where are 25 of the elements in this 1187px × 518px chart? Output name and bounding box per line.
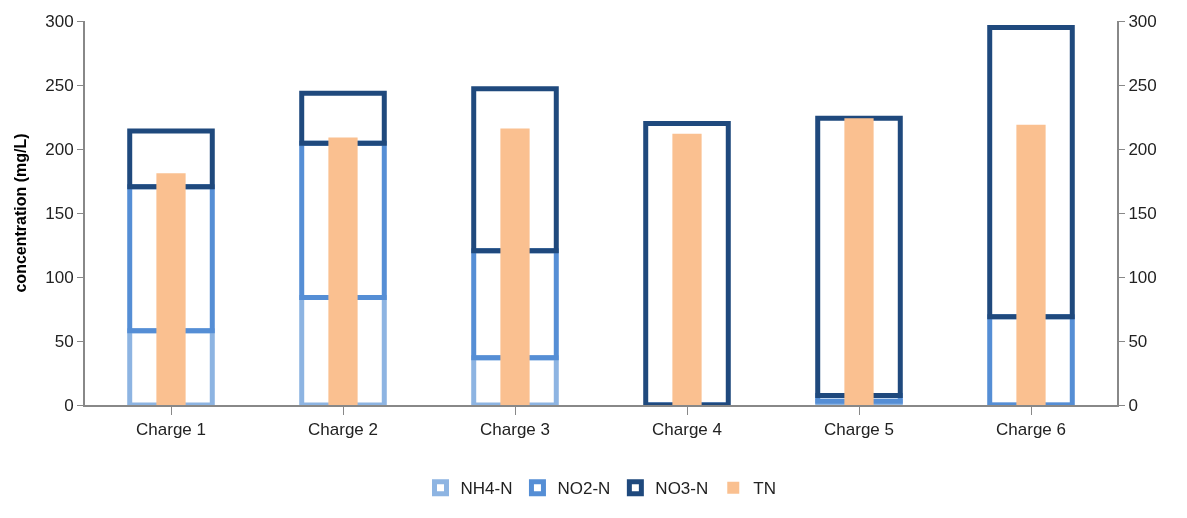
legend-label: NO3-N	[655, 479, 709, 499]
x-tick-label: Charge 6	[996, 420, 1066, 440]
y-axis-title: concentration (mg/L)	[11, 133, 29, 293]
y2-tick-label: 50	[1128, 331, 1148, 351]
x-tick-label: Charge 2	[308, 420, 378, 440]
y-tick-label: 200	[45, 139, 74, 159]
y2-tick-label: 0	[1128, 395, 1138, 415]
y2-tick-label: 100	[1128, 267, 1157, 287]
x-tick-label: Charge 1	[136, 420, 206, 440]
y2-tick-label: 200	[1128, 139, 1157, 159]
y-tick-label: 50	[54, 331, 74, 351]
legend-label: NH4-N	[460, 479, 513, 499]
y-tick-label: 250	[45, 75, 74, 95]
x-tick-label: Charge 4	[652, 420, 722, 440]
legend-label: TN	[753, 479, 776, 499]
y-tick-label: 150	[45, 203, 74, 223]
y2-tick-label: 250	[1128, 75, 1157, 95]
legend-label: NO2-N	[557, 479, 611, 499]
y2-tick-label: 300	[1128, 11, 1157, 31]
x-tick-label: Charge 5	[824, 420, 894, 440]
y-tick-label: 100	[45, 267, 74, 287]
y-tick-label: 0	[64, 395, 74, 415]
y-tick-label: 300	[45, 11, 74, 31]
x-tick-label: Charge 3	[480, 420, 550, 440]
y2-tick-label: 150	[1128, 203, 1157, 223]
